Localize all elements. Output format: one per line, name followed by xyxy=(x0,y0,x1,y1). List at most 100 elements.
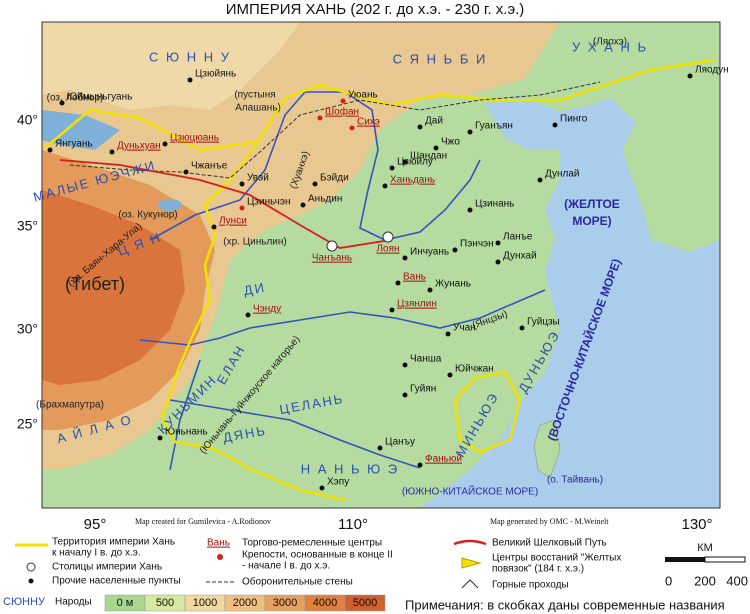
manchuria xyxy=(520,22,720,150)
city-marker xyxy=(319,485,325,491)
han-border-south xyxy=(160,141,346,502)
sea-label: (ЮЖНО-КИТАЙСКОЕ МОРЕ) xyxy=(402,485,538,498)
geo-label: (хр. Циньлин) xyxy=(223,237,286,248)
city-label: Чжо xyxy=(441,137,460,148)
city-label: Дунхай xyxy=(503,251,537,262)
lat-label: 35° xyxy=(17,218,38,234)
city-label: Лунси xyxy=(219,216,247,227)
people-label: С Ю Н Н У xyxy=(149,49,231,64)
legend-text: Великий Шелковый Путь xyxy=(492,538,607,549)
city-marker xyxy=(402,159,408,165)
legend-text: Центры восстаний "Желтых xyxy=(492,553,621,564)
city-label: Чжанъе xyxy=(191,161,228,172)
legend-capital xyxy=(26,562,36,572)
legend-text: Оборонительные стены xyxy=(242,576,353,588)
legend-text: Столицы империи Хань xyxy=(52,562,162,573)
city-label: Гуйян xyxy=(410,384,436,395)
elevation-label: 1000 xyxy=(193,597,217,609)
credit: Map generated by OMC - M.Weinelt xyxy=(490,517,609,526)
city-label: Пэнчэн xyxy=(460,239,494,250)
city-label: Фаньюй xyxy=(425,454,462,465)
tibet-peak xyxy=(42,190,185,385)
geo-label: (Брахмапутра) xyxy=(36,400,104,411)
elevation-label: 5000 xyxy=(353,597,377,609)
city-label: Вань xyxy=(403,272,426,283)
people-label: С Я Н Ь Б И xyxy=(393,51,488,66)
city-label: Юйчжан xyxy=(455,364,494,375)
legend-text: Горные проходы xyxy=(492,580,569,591)
city-label: Дунлай xyxy=(545,169,580,180)
city-marker xyxy=(402,255,408,261)
legend-symbols xyxy=(15,539,746,589)
city-marker xyxy=(239,181,245,187)
city-marker xyxy=(519,325,525,331)
city-marker xyxy=(211,224,217,230)
city-marker xyxy=(467,129,473,135)
geo-label: (оз. Кукунор) xyxy=(118,210,177,221)
fort-marker xyxy=(239,205,245,211)
city-marker xyxy=(537,177,543,183)
scale-bar-b xyxy=(704,556,746,563)
elevation-label: 3000 xyxy=(273,597,297,609)
city-label: Цзюйянь xyxy=(195,69,236,80)
city-marker xyxy=(312,181,318,187)
city-marker xyxy=(552,122,558,128)
city-label: Цзюйлу xyxy=(397,157,433,168)
legend-text: Территория империи Хань xyxy=(52,537,175,548)
city-marker xyxy=(187,77,193,83)
tarim-lake xyxy=(42,110,120,150)
minyue-border xyxy=(453,370,522,454)
elevation-label: 4000 xyxy=(313,597,337,609)
city-marker xyxy=(417,124,423,130)
city-marker xyxy=(300,202,306,208)
city-label: Ханьдань xyxy=(390,175,435,186)
legend-text: Вань xyxy=(207,538,230,549)
city-label: Сихэ xyxy=(357,117,380,128)
lon-label: 130° xyxy=(681,516,712,533)
city-label: Гуйцзы xyxy=(527,317,560,328)
mekong xyxy=(169,359,201,471)
city-label: Аньдин xyxy=(308,194,342,205)
city-label: Цзинань xyxy=(475,199,514,210)
city-label: Уюань xyxy=(348,90,378,101)
gobi xyxy=(42,22,300,110)
city-label: Дай xyxy=(425,116,443,127)
city-label: Дуньхуан xyxy=(117,141,161,152)
scale-label: 200 xyxy=(694,573,716,588)
legend-text: Прочие населенные пункты xyxy=(52,576,181,587)
elevation-label: 0 м xyxy=(117,597,134,609)
legend-silk-road xyxy=(453,539,487,546)
city-label: Бэйди xyxy=(320,173,349,184)
city-marker xyxy=(427,287,433,293)
city-label: Шофан xyxy=(325,106,359,118)
legend-uprising xyxy=(461,557,482,569)
city-label: Ланъе xyxy=(503,232,533,243)
kukunor xyxy=(158,199,182,211)
people-label: У Х А Н Ь xyxy=(572,39,648,54)
city-marker xyxy=(452,247,458,253)
city-label: Юймыньгуань xyxy=(67,92,132,103)
geo-label: (Тибет) xyxy=(65,274,125,294)
city-marker xyxy=(495,240,501,246)
lon-label: 95° xyxy=(84,516,107,533)
geo-label: (оз. Лобнор) xyxy=(47,92,104,104)
geo-label: Алашань) xyxy=(235,103,281,114)
city-label: Пинго xyxy=(560,114,588,125)
scale-label: 0 xyxy=(665,573,672,588)
taiwan xyxy=(533,419,561,479)
borders xyxy=(44,58,716,502)
yellow-river xyxy=(149,91,481,241)
city-marker xyxy=(162,141,168,147)
city-marker xyxy=(402,362,408,368)
legend-settlement xyxy=(28,578,34,584)
legend-fort xyxy=(217,554,223,560)
city-label: Юньнань xyxy=(165,427,208,438)
legend-text: - начале I в. до х.э. xyxy=(242,561,330,572)
city-label: Шандан xyxy=(410,151,447,162)
city-label: Гуанъян xyxy=(475,121,513,132)
legend-text: Торгово-ремесленные центры xyxy=(242,538,382,549)
city-label: Лоян xyxy=(376,244,399,255)
